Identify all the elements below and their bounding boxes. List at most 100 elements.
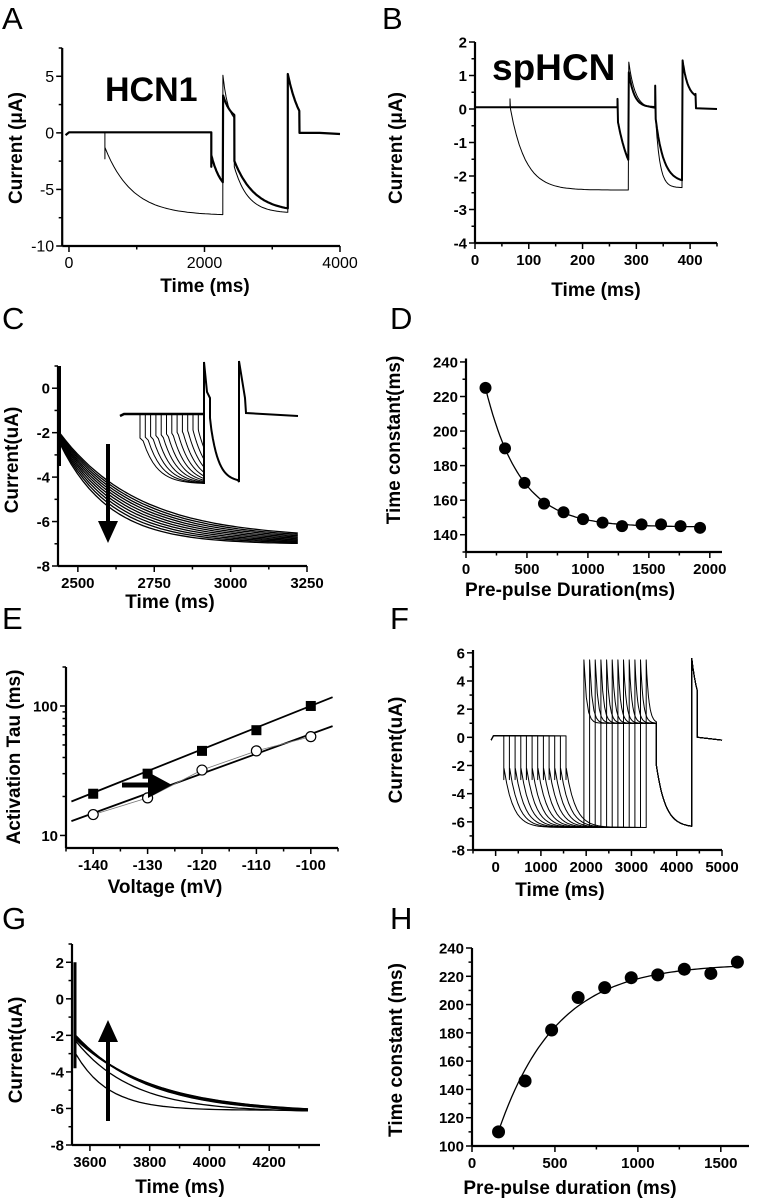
y-tick-label: 220 [439,969,464,986]
data-point [545,1023,559,1037]
y-axis-title: Time constant(ms) [384,356,405,525]
filled-square-point [88,788,99,799]
y-tick-label: 100 [439,1139,464,1156]
x-axis-title: Pre-pulse duration (ms) [463,1178,676,1199]
y-tick-label: 0 [42,381,50,398]
panel-e: E -140 -130 -120 -110 -100 100 10 Voltage (mV) Ac… [2,601,339,898]
y-tick-label: -2 [37,425,50,442]
y-tick-label: -8 [452,843,465,860]
x-tick-label: 400 [678,252,703,269]
current-trace [75,1040,309,1112]
x-tick-label: 500 [514,561,539,578]
fit-curve [484,387,701,528]
y-tick-label: 6 [457,645,465,662]
y-tick-label: 240 [433,354,458,371]
y-axis-title: Current(uA) [386,697,407,804]
inset-sweep [139,414,205,484]
x-tick-label: 4000 [193,1154,226,1171]
y-tick-label: 160 [433,493,458,510]
y-tick-label: -4 [37,470,51,487]
y-axis-title: Time constant (ms) [386,963,407,1137]
y-tick-label: 0 [457,730,465,747]
x-tick-label: 1000 [524,859,557,876]
panel-letter: H [390,901,412,936]
x-tick-label: 300 [624,252,649,269]
y-tick-label: 4 [457,673,466,690]
x-tick-label: 3600 [73,1154,106,1171]
y-tick-label: -8 [51,1138,64,1155]
data-point [492,1125,506,1139]
y-tick-label: 200 [439,997,464,1014]
panel-d: D 0 500 1000 1500 2000 240 220 200 180 160 140 Pre-p… [384,301,726,601]
channel-label: HCN1 [105,71,198,109]
filled-square-point [142,768,153,779]
data-point [598,981,612,995]
current-trace [58,441,298,544]
x-tick-label: 5000 [705,859,738,876]
panel-h: H 0 500 1000 1500 240 220 200 180 160 140 120 100 Pre… [386,901,749,1199]
current-trace [58,440,298,543]
data-point [518,476,531,489]
data-point [624,971,638,985]
panel-letter: F [390,601,409,636]
x-tick-label: 4000 [322,255,358,272]
y-tick-label: 2 [459,35,467,52]
panel-letter: B [382,1,403,36]
y-tick-label: 140 [439,1082,464,1099]
y-tick-label: -6 [452,814,465,831]
y-tick-label: -4 [452,786,466,803]
y-tick-label: 5 [45,69,54,86]
x-tick-label: 0 [462,561,470,578]
y-tick-label: 2 [56,955,64,972]
x-tick-label: 2000 [693,561,726,578]
y-tick-label: 2 [457,702,465,719]
y-tick-label: -2 [452,758,465,775]
y-tick-label: 180 [433,458,458,475]
y-axis-title: Current (μA) [6,92,27,204]
current-trace [58,434,298,537]
x-tick-label: 3800 [133,1154,166,1171]
y-axis-title: Current(uA) [2,407,23,514]
fit-curve [497,965,738,1132]
y-tick-label: -1 [454,135,467,152]
arrow-icon [98,1020,118,1042]
data-point [518,1074,532,1088]
x-tick-label: 0 [471,252,479,269]
current-trace [58,436,298,539]
x-axis-title: Time (ms) [125,592,214,613]
panel-b: B 0 100 200 300 400 2 1 0 -1 -2 -3 -4 Time (ms) Curren… [382,1,718,301]
x-tick-label: 500 [542,1155,567,1172]
filled-square-point [197,745,207,756]
current-trace [490,658,723,828]
open-circle-point [250,745,262,757]
inset-traces [119,360,299,484]
current-trace [490,658,723,828]
x-axis-title: Voltage (mV) [108,877,223,898]
x-tick-label: 4200 [253,1154,286,1171]
x-axis-title: Time (ms) [160,276,249,297]
current-trace [75,1038,309,1110]
current-trace [58,437,298,540]
x-tick-label: 2500 [61,575,94,592]
y-tick-label: 160 [439,1054,464,1071]
data-point [577,513,590,526]
filled-square-point [305,700,316,711]
channel-label: spHCN [492,47,615,88]
current-trace [58,438,298,542]
data-point [655,518,668,531]
x-tick-label: -110 [242,857,271,874]
x-tick-label: 3000 [615,859,648,876]
y-tick-label: -2 [51,1028,64,1045]
data-point [479,381,492,394]
inset-sweep [150,414,205,484]
thick-trace [64,72,341,210]
panel-letter: G [2,901,26,936]
inset-sweep [155,414,205,483]
data-point [704,966,718,980]
y-tick-label: 0 [459,102,467,119]
panel-c: C 2500 2750 3000 3250 0 -2 -4 -6 -8 Time (ms) Curre… [2,301,324,613]
x-tick-label: -100 [296,857,326,874]
panel-a: A 0 2000 4000 5 0 -5 -10 Time (ms) Current (μA) HC… [2,1,358,297]
panel-f: F 0 1000 2000 3000 4000 5000 6 4 2 0 -2 -4 -6 -8 Time (… [386,601,739,901]
